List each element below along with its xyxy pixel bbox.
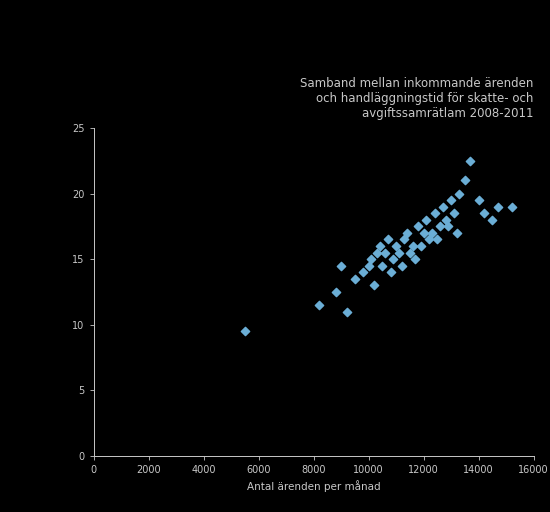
Point [367, 255, 376, 263]
Point [331, 288, 340, 296]
Point [422, 216, 431, 224]
Point [394, 248, 403, 257]
Point [474, 196, 483, 204]
Point [364, 262, 373, 270]
Point [452, 229, 461, 237]
Point [400, 236, 409, 244]
Point [375, 242, 384, 250]
Point [436, 222, 444, 230]
Point [414, 222, 422, 230]
Point [460, 176, 469, 184]
Point [392, 242, 400, 250]
Point [403, 229, 411, 237]
Point [315, 301, 323, 309]
Point [433, 236, 442, 244]
Point [378, 262, 387, 270]
Point [389, 255, 398, 263]
X-axis label: Antal ärenden per månad: Antal ärenden per månad [247, 480, 380, 492]
Point [438, 203, 447, 211]
Point [416, 242, 425, 250]
Point [507, 203, 516, 211]
Point [370, 281, 378, 289]
Point [488, 216, 497, 224]
Point [408, 242, 417, 250]
Point [430, 209, 439, 217]
Point [441, 216, 450, 224]
Point [383, 236, 392, 244]
Point [342, 307, 351, 315]
Point [240, 327, 249, 335]
Point [425, 236, 433, 244]
Point [449, 209, 458, 217]
Point [386, 268, 395, 276]
Point [419, 229, 428, 237]
Point [444, 222, 453, 230]
Point [350, 274, 359, 283]
Point [381, 248, 389, 257]
Point [405, 248, 414, 257]
Point [427, 229, 436, 237]
Point [372, 248, 381, 257]
Point [397, 262, 406, 270]
Point [411, 255, 420, 263]
Point [466, 157, 475, 165]
Point [337, 262, 345, 270]
Point [480, 209, 488, 217]
Text: Samband mellan inkommande ärenden
och handläggningstid för skatte- och
avgiftssa: Samband mellan inkommande ärenden och ha… [300, 77, 534, 120]
Point [359, 268, 367, 276]
Point [447, 196, 455, 204]
Point [493, 203, 502, 211]
Point [455, 189, 464, 198]
